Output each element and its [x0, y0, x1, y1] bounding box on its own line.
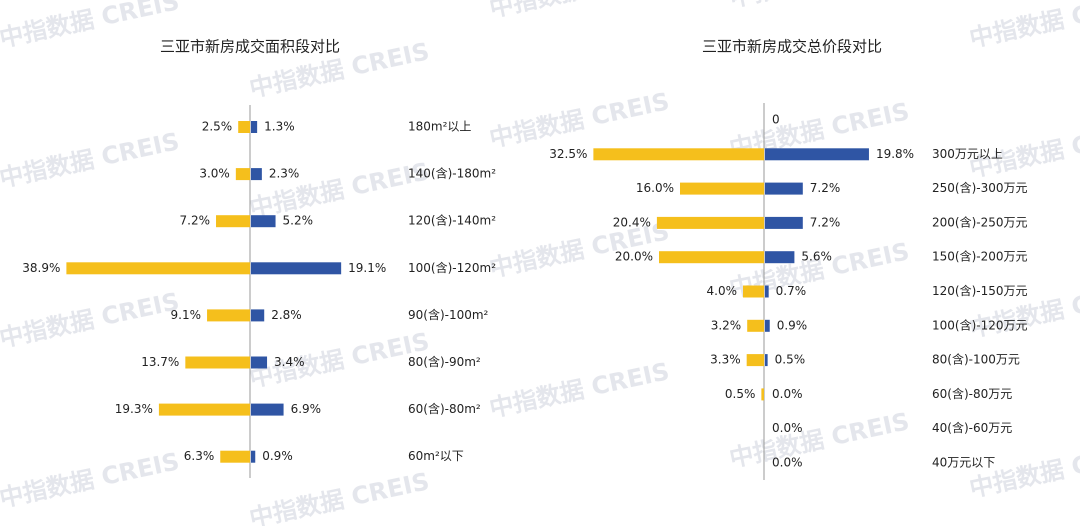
category-label: 250(含)-300万元	[932, 180, 1028, 195]
bar	[765, 216, 803, 229]
value-label: 3.2%	[711, 318, 742, 332]
bar	[251, 403, 284, 416]
value-label: 32.5%	[549, 147, 587, 161]
bar	[593, 148, 764, 161]
value-label: 0.5%	[775, 353, 806, 367]
bar	[659, 251, 764, 264]
value-label: 0.9%	[777, 318, 808, 332]
value-label: 7.2%	[810, 181, 841, 195]
bar	[251, 121, 258, 133]
category-label: 180m²以上	[408, 120, 471, 134]
value-label: 5.2%	[283, 214, 314, 228]
category-label: 100(含)-120万元	[932, 317, 1028, 332]
category-label: 140(含)-180m²	[408, 166, 496, 181]
category-label: 60m²以下	[408, 449, 464, 463]
category-label: 200(含)-250万元	[932, 214, 1028, 229]
bar	[747, 319, 764, 332]
bar	[185, 356, 250, 369]
watermark: 中指数据 CREIS	[0, 447, 182, 512]
value-label: 1.3%	[264, 120, 295, 134]
bar	[238, 121, 250, 133]
bar	[158, 403, 250, 416]
value-label: 19.3%	[115, 402, 153, 416]
watermark: 中指数据 CREIS	[0, 287, 182, 352]
category-label: 300万元以上	[932, 147, 1003, 161]
value-label: 3.3%	[710, 353, 741, 367]
value-label: 0.7%	[776, 284, 807, 298]
value-label: 20.0%	[615, 250, 653, 264]
value-label: 5.6%	[801, 250, 832, 264]
watermark: 中指数据 CREIS	[487, 0, 672, 23]
value-label: 7.2%	[180, 214, 211, 228]
bar	[765, 251, 795, 264]
value-label: 19.8%	[876, 147, 914, 161]
bar	[765, 354, 768, 367]
bar	[680, 182, 764, 195]
category-label: 120(含)-150万元	[932, 283, 1028, 298]
value-label: 19.1%	[348, 261, 386, 275]
value-label: 2.3%	[269, 167, 300, 181]
bar	[251, 356, 268, 369]
bar	[656, 216, 764, 229]
bar	[251, 262, 342, 275]
bar	[235, 168, 250, 181]
value-label: 16.0%	[636, 181, 674, 195]
bar	[216, 215, 250, 228]
value-label: 4.0%	[707, 284, 738, 298]
bar	[765, 182, 803, 195]
value-label: 20.4%	[613, 215, 651, 229]
value-label: 0.0%	[772, 387, 803, 401]
category-label: 60(含)-80m²	[408, 401, 481, 416]
bar	[765, 319, 770, 332]
category-label: 60(含)-80万元	[932, 386, 1012, 401]
category-label: 40(含)-60万元	[932, 420, 1012, 435]
chart-title: 三亚市新房成交面积段对比	[160, 38, 340, 56]
value-label: 13.7%	[141, 355, 179, 369]
value-label: 38.9%	[22, 261, 60, 275]
bar	[251, 215, 276, 228]
value-label: 2.8%	[271, 308, 302, 322]
value-label: 6.9%	[291, 402, 322, 416]
category-label: 150(含)-200万元	[932, 249, 1028, 264]
watermark: 中指数据 CREIS	[967, 437, 1080, 502]
category-label: 120(含)-140m²	[408, 213, 496, 228]
watermark: 中指数据 CREIS	[247, 467, 432, 526]
value-label: 0.0%	[772, 456, 803, 470]
watermark: 中指数据 CREIS	[487, 87, 672, 152]
watermark: 中指数据 CREIS	[727, 407, 912, 472]
value-label: 3.0%	[199, 167, 230, 181]
bar	[251, 450, 256, 463]
watermark: 中指数据 CREIS	[0, 127, 182, 192]
value-label: 9.1%	[171, 308, 202, 322]
category-label: 40万元以下	[932, 456, 995, 470]
category-label: 80(含)-90m²	[408, 354, 481, 369]
watermark: 中指数据 CREIS	[0, 0, 182, 53]
bar	[251, 309, 265, 322]
chart-title: 三亚市新房成交总价段对比	[702, 38, 882, 56]
watermark: 中指数据 CREIS	[487, 357, 672, 422]
bar	[743, 285, 764, 298]
category-label: 80(含)-100万元	[932, 352, 1020, 367]
bar	[765, 148, 869, 161]
value-label: 0	[772, 113, 780, 127]
value-label: 0.9%	[262, 449, 293, 463]
bar	[207, 309, 250, 322]
bar	[761, 388, 764, 401]
bar	[746, 354, 764, 367]
value-label: 2.5%	[202, 120, 233, 134]
value-label: 7.2%	[810, 215, 841, 229]
category-label: 90(含)-100m²	[408, 307, 489, 322]
bar	[220, 450, 250, 463]
value-label: 0.5%	[725, 387, 756, 401]
value-label: 0.0%	[772, 421, 803, 435]
bar	[251, 168, 262, 181]
watermark: 中指数据 CREIS	[967, 0, 1080, 53]
watermark: 中指数据 CREIS	[727, 0, 912, 13]
category-label: 100(含)-120m²	[408, 260, 496, 275]
bar	[66, 262, 250, 275]
value-label: 3.4%	[274, 355, 305, 369]
value-label: 6.3%	[184, 449, 215, 463]
bar	[765, 285, 769, 298]
